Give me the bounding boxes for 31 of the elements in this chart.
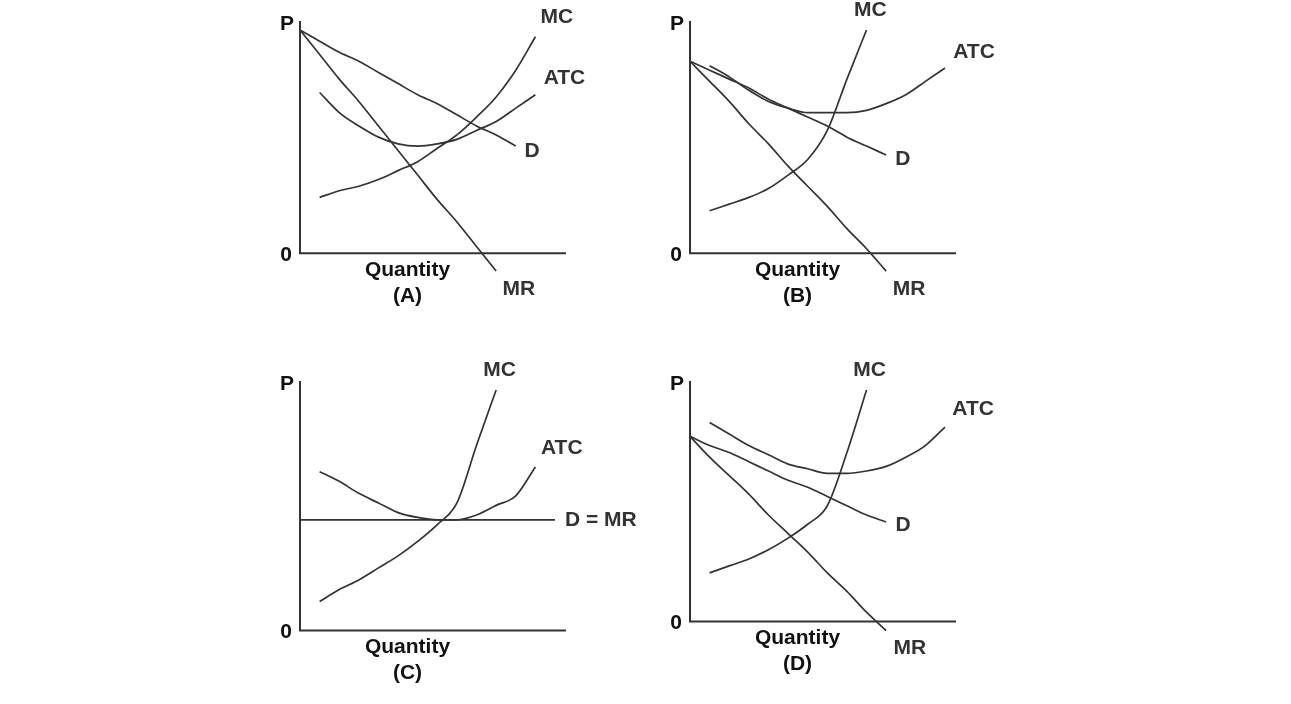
text: 0 [670,242,682,266]
x-axis-title: Quantity [754,256,841,280]
text: 0 [280,619,292,643]
x-axis-title: Quantity [754,624,841,648]
x-axis-title: Quantity [364,256,451,280]
series-label: D [895,512,911,536]
series-label: MR [893,634,927,658]
y-axis-title: P [669,11,684,35]
series-label: ATC [541,434,583,458]
series-label: MC [483,356,516,380]
series-label: MR [892,275,926,299]
series-label: MC [540,4,574,28]
series-label: MR [502,276,536,300]
series-label: MC [853,356,886,380]
series-label: MC [853,0,887,21]
series-label: D [524,137,540,161]
series-label: D = MR [565,506,637,530]
series-label: D [895,145,911,169]
y-axis-title: P [669,371,684,395]
series-label: ATC [952,396,994,420]
series-label: ATC [543,65,586,89]
text: (B) [782,282,813,306]
text: (A) [392,282,423,306]
series-label: ATC [953,38,995,62]
text: 0 [280,242,292,266]
text: (D) [782,650,813,674]
text: 0 [670,610,682,634]
x-axis-title: Quantity [364,633,451,657]
text: (C) [392,659,423,683]
y-axis-title: P [279,371,294,395]
y-axis-title: P [279,11,294,35]
